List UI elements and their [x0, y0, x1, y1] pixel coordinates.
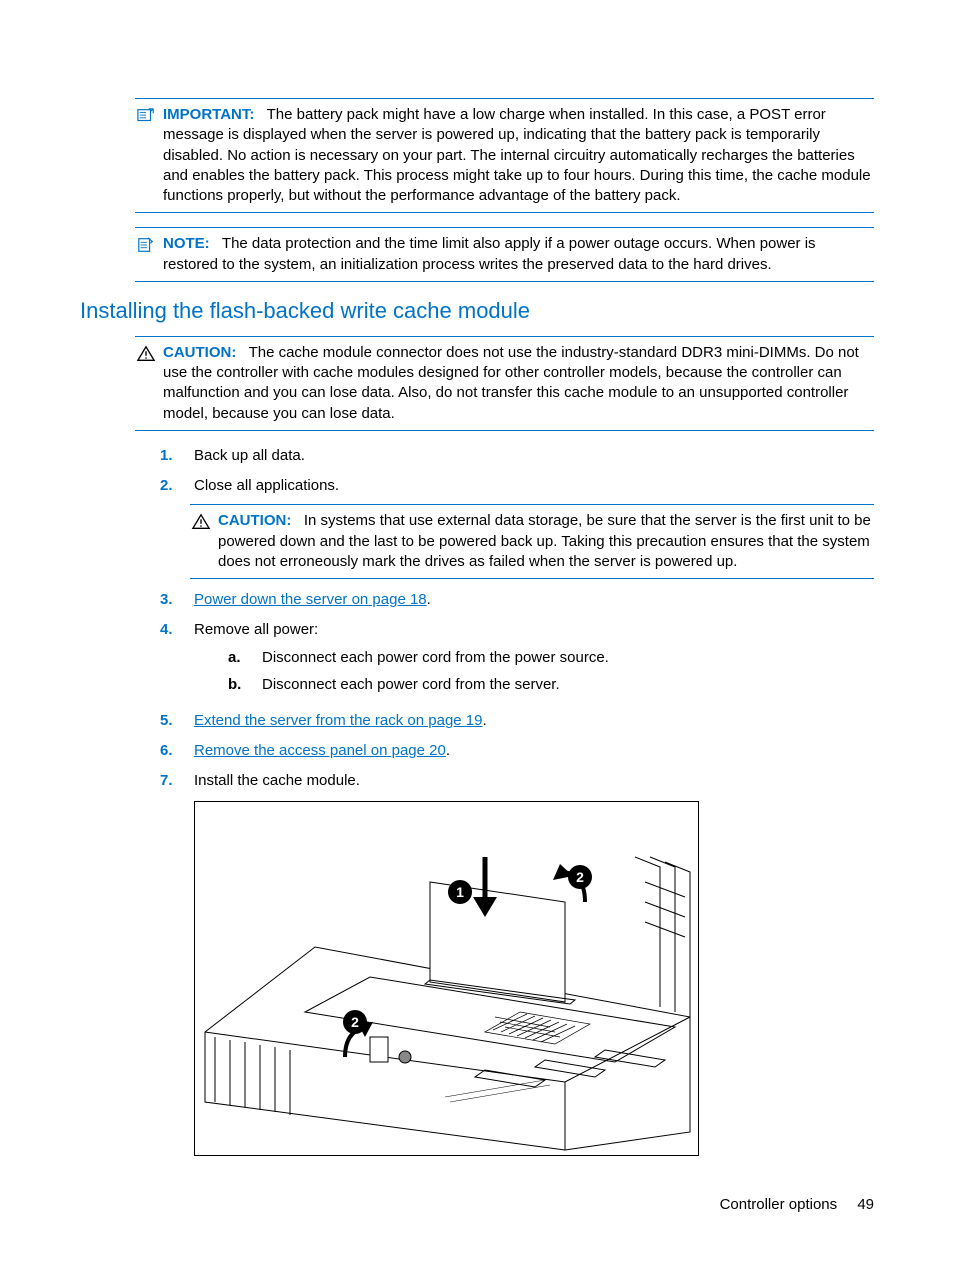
page-footer: Controller options 49	[720, 1196, 874, 1213]
step-text: .	[446, 742, 450, 759]
svg-text:2: 2	[576, 869, 584, 885]
important-icon	[135, 107, 159, 125]
svg-text:1: 1	[456, 884, 464, 900]
caution-inner-text: In systems that use external data storag…	[218, 512, 871, 570]
substep-a: a. Disconnect each power cord from the p…	[228, 647, 874, 669]
step-number: 6.	[160, 740, 194, 762]
step-2: 2. Close all applications.	[160, 475, 874, 497]
important-label: IMPORTANT:	[163, 106, 254, 123]
step-number: 2.	[160, 475, 194, 497]
step-6: 6. Remove the access panel on page 20.	[160, 740, 874, 762]
step-1: 1. Back up all data.	[160, 445, 874, 467]
procedure-list-cont: 3. Power down the server on page 18. 4. …	[160, 589, 874, 791]
footer-page-number: 49	[857, 1196, 874, 1213]
caution-inner-body: CAUTION: In systems that use external da…	[218, 511, 874, 572]
caution-text: The cache module connector does not use …	[163, 344, 859, 422]
caution-label: CAUTION:	[163, 344, 236, 361]
step-7: 7. Install the cache module.	[160, 770, 874, 792]
step-number: 5.	[160, 710, 194, 732]
substep-list: a. Disconnect each power cord from the p…	[228, 647, 874, 697]
note-icon	[135, 236, 159, 254]
caution-icon	[190, 513, 214, 531]
step-4: 4. Remove all power: a. Disconnect each …	[160, 619, 874, 702]
note-label: NOTE:	[163, 235, 210, 252]
step-text: Close all applications.	[194, 475, 874, 497]
important-text: The battery pack might have a low charge…	[163, 106, 871, 204]
remove-panel-link[interactable]: Remove the access panel on page 20	[194, 742, 446, 759]
extend-server-link[interactable]: Extend the server from the rack on page …	[194, 712, 483, 729]
procedure-list: 1. Back up all data. 2. Close all applic…	[160, 445, 874, 497]
step-text: Install the cache module.	[194, 770, 874, 792]
important-body: IMPORTANT: The battery pack might have a…	[163, 105, 874, 206]
substep-number: b.	[228, 674, 262, 696]
step-number: 3.	[160, 589, 194, 611]
caution-inner-label: CAUTION:	[218, 512, 291, 529]
substep-b: b. Disconnect each power cord from the s…	[228, 674, 874, 696]
step-text: Back up all data.	[194, 445, 874, 467]
step-text: Remove all power:	[194, 621, 318, 638]
caution-icon	[135, 345, 159, 363]
note-body: NOTE: The data protection and the time l…	[163, 234, 874, 275]
step-3: 3. Power down the server on page 18.	[160, 589, 874, 611]
power-down-link[interactable]: Power down the server on page 18	[194, 591, 427, 608]
substep-text: Disconnect each power cord from the powe…	[262, 647, 609, 669]
step-number: 7.	[160, 770, 194, 792]
note-text: The data protection and the time limit a…	[163, 235, 816, 272]
substep-number: a.	[228, 647, 262, 669]
step-text: .	[427, 591, 431, 608]
step-number: 4.	[160, 619, 194, 641]
step-text: .	[483, 712, 487, 729]
note-callout: NOTE: The data protection and the time l…	[135, 227, 874, 282]
caution-body: CAUTION: The cache module connector does…	[163, 343, 874, 424]
substep-text: Disconnect each power cord from the serv…	[262, 674, 560, 696]
important-callout: IMPORTANT: The battery pack might have a…	[135, 98, 874, 213]
footer-section: Controller options	[720, 1196, 838, 1213]
step-number: 1.	[160, 445, 194, 467]
caution-callout: CAUTION: The cache module connector does…	[135, 336, 874, 431]
install-cache-module-figure: 1 2 2	[194, 801, 699, 1156]
svg-text:2: 2	[351, 1014, 359, 1030]
step-5: 5. Extend the server from the rack on pa…	[160, 710, 874, 732]
caution-inner-callout: CAUTION: In systems that use external da…	[190, 504, 874, 579]
section-heading: Installing the flash-backed write cache …	[80, 298, 874, 324]
